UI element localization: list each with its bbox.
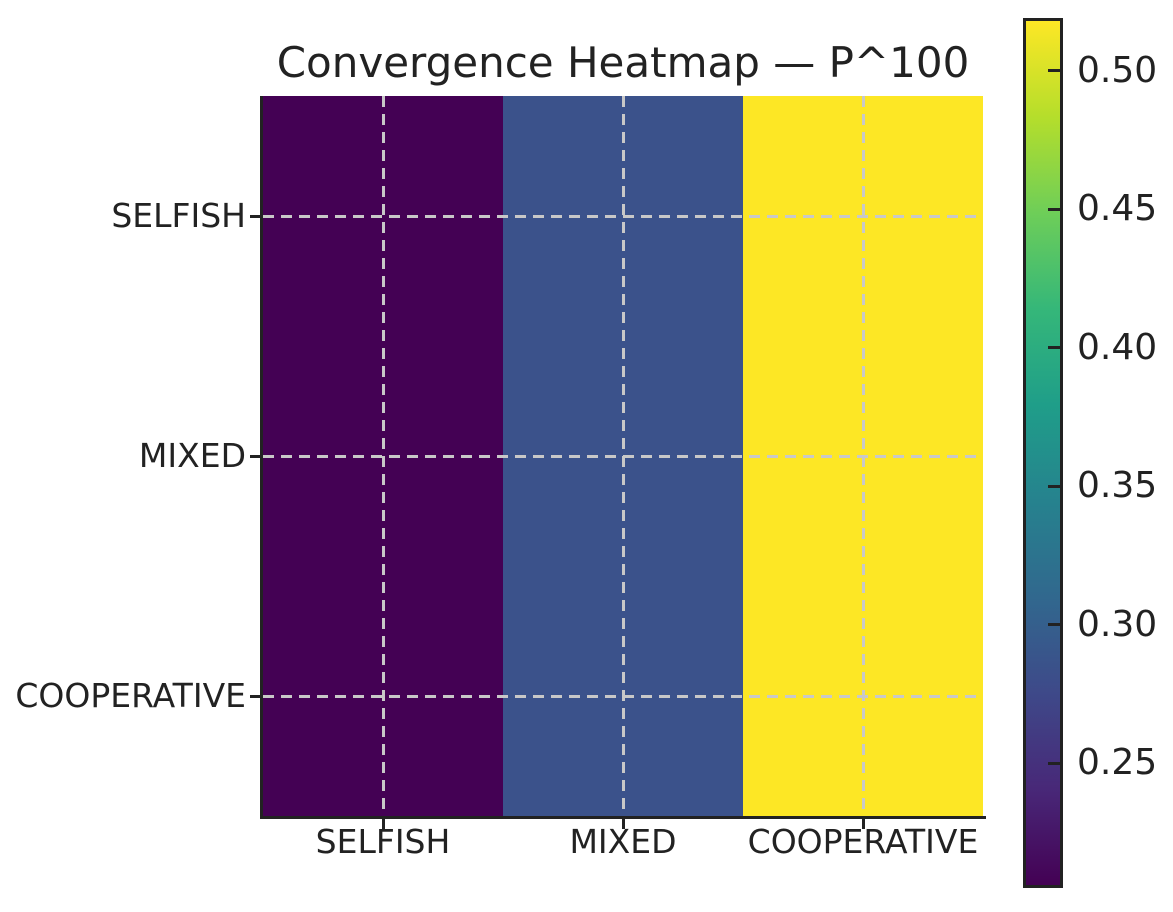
x-axis-tick — [381, 819, 385, 829]
left-spine — [260, 96, 263, 819]
colorbar — [1023, 18, 1063, 888]
y-axis-tick — [250, 454, 260, 458]
colorbar-tick — [1048, 346, 1060, 350]
colorbar-tick-label: 0.35 — [1077, 465, 1158, 507]
heatmap-plot-area — [263, 96, 983, 816]
gridline-horizontal — [263, 694, 983, 698]
y-tick-label: COOPERATIVE — [15, 676, 246, 715]
chart-title: Convergence Heatmap — P^100 — [276, 38, 970, 87]
x-axis-tick — [861, 819, 865, 829]
colorbar-tick — [1048, 484, 1060, 488]
colorbar-tick — [1048, 761, 1060, 765]
colorbar-tick-label: 0.30 — [1077, 603, 1158, 645]
y-tick-label: MIXED — [138, 436, 246, 475]
colorbar-tick-label: 0.25 — [1077, 742, 1158, 784]
y-axis-tick — [250, 214, 260, 218]
y-tick-label: SELFISH — [111, 196, 246, 235]
colorbar-tick — [1048, 69, 1060, 73]
colorbar-tick — [1048, 623, 1060, 627]
colorbar-tick-label: 0.50 — [1077, 49, 1158, 91]
gridline-horizontal — [263, 214, 983, 218]
bottom-spine — [260, 816, 986, 819]
colorbar-tick — [1048, 207, 1060, 211]
y-axis-tick — [250, 694, 260, 698]
x-axis-tick — [621, 819, 625, 829]
colorbar-tick-label: 0.40 — [1077, 326, 1158, 368]
colorbar-tick-label: 0.45 — [1077, 188, 1158, 230]
gridline-horizontal — [263, 454, 983, 458]
